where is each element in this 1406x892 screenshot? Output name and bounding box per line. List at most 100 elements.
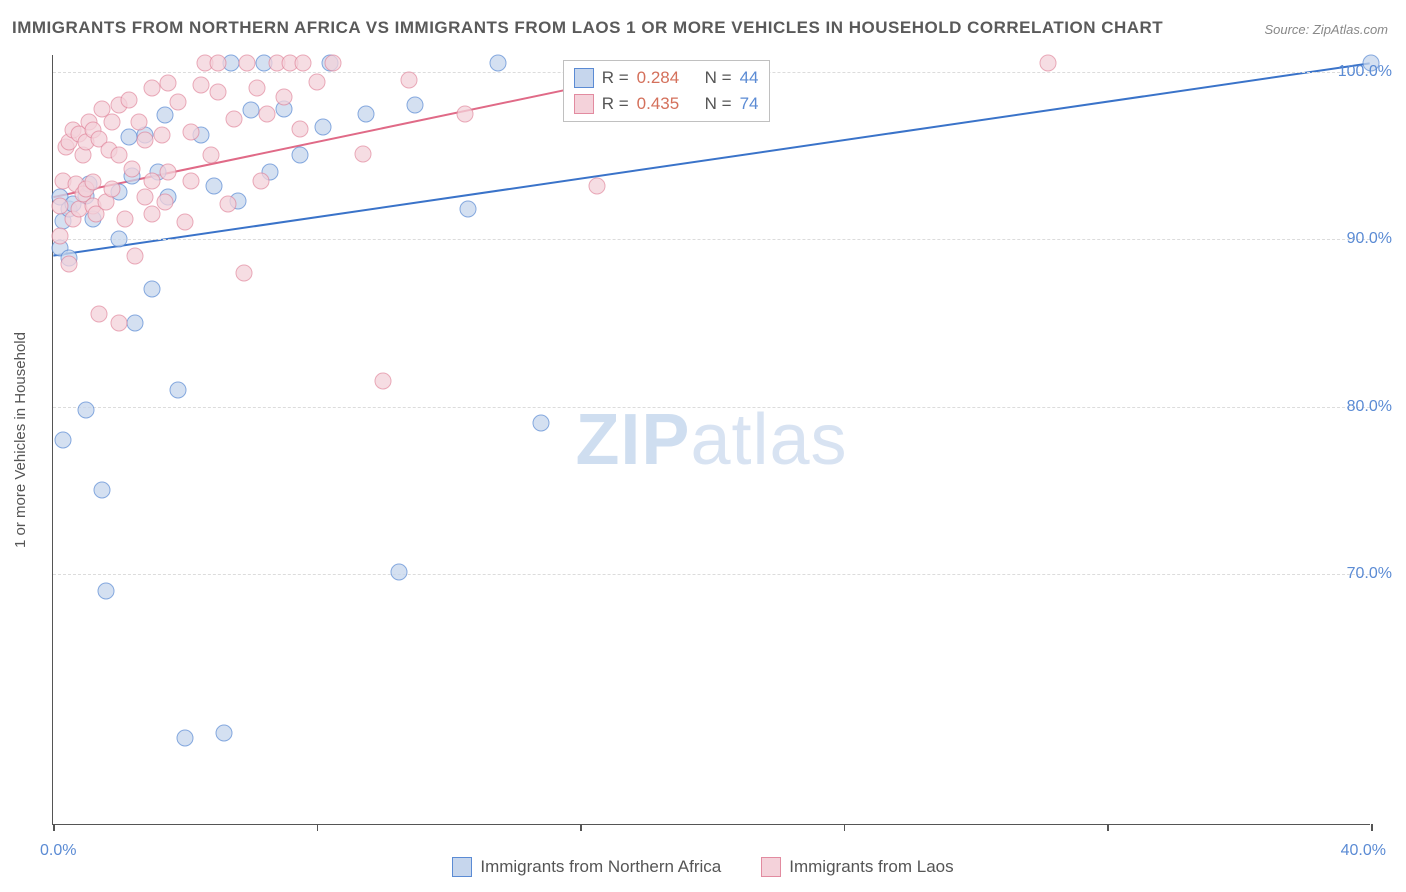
x-tick-mark bbox=[1107, 824, 1109, 831]
data-point bbox=[1040, 55, 1057, 72]
legend-row: R = 0.435 N = 74 bbox=[574, 91, 759, 117]
legend-row: R = 0.284 N = 44 bbox=[574, 65, 759, 91]
data-point bbox=[183, 172, 200, 189]
r-label: R = bbox=[602, 94, 629, 114]
data-point bbox=[242, 102, 259, 119]
data-point bbox=[170, 93, 187, 110]
x-tick-mark bbox=[580, 824, 582, 831]
data-point bbox=[77, 401, 94, 418]
data-point bbox=[354, 145, 371, 162]
watermark: ZIPatlas bbox=[575, 399, 847, 481]
legend-item: Immigrants from Northern Africa bbox=[452, 857, 721, 877]
data-point bbox=[308, 73, 325, 90]
data-point bbox=[117, 211, 134, 228]
x-tick-label-right: 40.0% bbox=[1341, 842, 1386, 860]
chart-plot-area: ZIPatlas bbox=[52, 55, 1370, 825]
data-point bbox=[390, 564, 407, 581]
data-point bbox=[160, 75, 177, 92]
x-tick-mark bbox=[317, 824, 319, 831]
data-point bbox=[588, 177, 605, 194]
data-point bbox=[143, 281, 160, 298]
x-tick-mark bbox=[1371, 824, 1373, 831]
data-point bbox=[315, 118, 332, 135]
data-point bbox=[153, 127, 170, 144]
data-point bbox=[91, 306, 108, 323]
data-point bbox=[143, 172, 160, 189]
legend-swatch bbox=[761, 857, 781, 877]
data-point bbox=[206, 177, 223, 194]
data-point bbox=[295, 55, 312, 72]
data-point bbox=[460, 201, 477, 218]
data-point bbox=[157, 107, 174, 124]
data-point bbox=[97, 582, 114, 599]
data-point bbox=[51, 227, 68, 244]
data-point bbox=[104, 113, 121, 130]
y-tick-label: 100.0% bbox=[1338, 63, 1392, 81]
chart-title: IMMIGRANTS FROM NORTHERN AFRICA VS IMMIG… bbox=[12, 18, 1163, 38]
data-point bbox=[249, 80, 266, 97]
data-point bbox=[84, 174, 101, 191]
data-point bbox=[216, 724, 233, 741]
gridline bbox=[53, 574, 1370, 575]
data-point bbox=[374, 373, 391, 390]
data-point bbox=[203, 147, 220, 164]
data-point bbox=[124, 160, 141, 177]
data-point bbox=[176, 214, 193, 231]
data-point bbox=[183, 124, 200, 141]
legend-swatch bbox=[574, 94, 594, 114]
data-point bbox=[110, 147, 127, 164]
n-value: 74 bbox=[740, 94, 759, 114]
gridline bbox=[53, 239, 1370, 240]
legend-swatch bbox=[574, 68, 594, 88]
r-value: 0.284 bbox=[637, 68, 680, 88]
data-point bbox=[170, 381, 187, 398]
gridline bbox=[53, 407, 1370, 408]
data-point bbox=[209, 55, 226, 72]
x-tick-mark bbox=[53, 824, 55, 831]
data-point bbox=[160, 164, 177, 181]
data-point bbox=[120, 129, 137, 146]
data-point bbox=[51, 197, 68, 214]
data-point bbox=[400, 72, 417, 89]
data-point bbox=[127, 314, 144, 331]
data-point bbox=[292, 147, 309, 164]
data-point bbox=[226, 110, 243, 127]
data-point bbox=[104, 180, 121, 197]
data-point bbox=[209, 83, 226, 100]
source-attribution: Source: ZipAtlas.com bbox=[1264, 22, 1388, 37]
y-axis-label: 1 or more Vehicles in Household bbox=[12, 332, 29, 548]
data-point bbox=[143, 80, 160, 97]
data-point bbox=[532, 415, 549, 432]
data-point bbox=[236, 264, 253, 281]
data-point bbox=[292, 120, 309, 137]
data-point bbox=[358, 105, 375, 122]
legend-label: Immigrants from Northern Africa bbox=[480, 857, 721, 877]
n-label: N = bbox=[705, 94, 732, 114]
y-tick-label: 70.0% bbox=[1347, 565, 1392, 583]
data-point bbox=[193, 77, 210, 94]
data-point bbox=[219, 195, 236, 212]
data-point bbox=[259, 105, 276, 122]
n-label: N = bbox=[705, 68, 732, 88]
data-point bbox=[275, 88, 292, 105]
data-point bbox=[61, 256, 78, 273]
r-label: R = bbox=[602, 68, 629, 88]
data-point bbox=[456, 105, 473, 122]
data-point bbox=[325, 55, 342, 72]
trendlines-svg bbox=[53, 55, 1370, 824]
data-point bbox=[407, 97, 424, 114]
legend-label: Immigrants from Laos bbox=[789, 857, 953, 877]
n-value: 44 bbox=[740, 68, 759, 88]
data-point bbox=[127, 247, 144, 264]
data-point bbox=[110, 314, 127, 331]
data-point bbox=[239, 55, 256, 72]
data-point bbox=[120, 92, 137, 109]
data-point bbox=[130, 113, 147, 130]
x-tick-mark bbox=[844, 824, 846, 831]
series-legend: Immigrants from Northern Africa Immigrant… bbox=[0, 857, 1406, 882]
legend-swatch bbox=[452, 857, 472, 877]
x-tick-label-left: 0.0% bbox=[40, 842, 76, 860]
data-point bbox=[110, 231, 127, 248]
data-point bbox=[176, 729, 193, 746]
y-tick-label: 90.0% bbox=[1347, 230, 1392, 248]
